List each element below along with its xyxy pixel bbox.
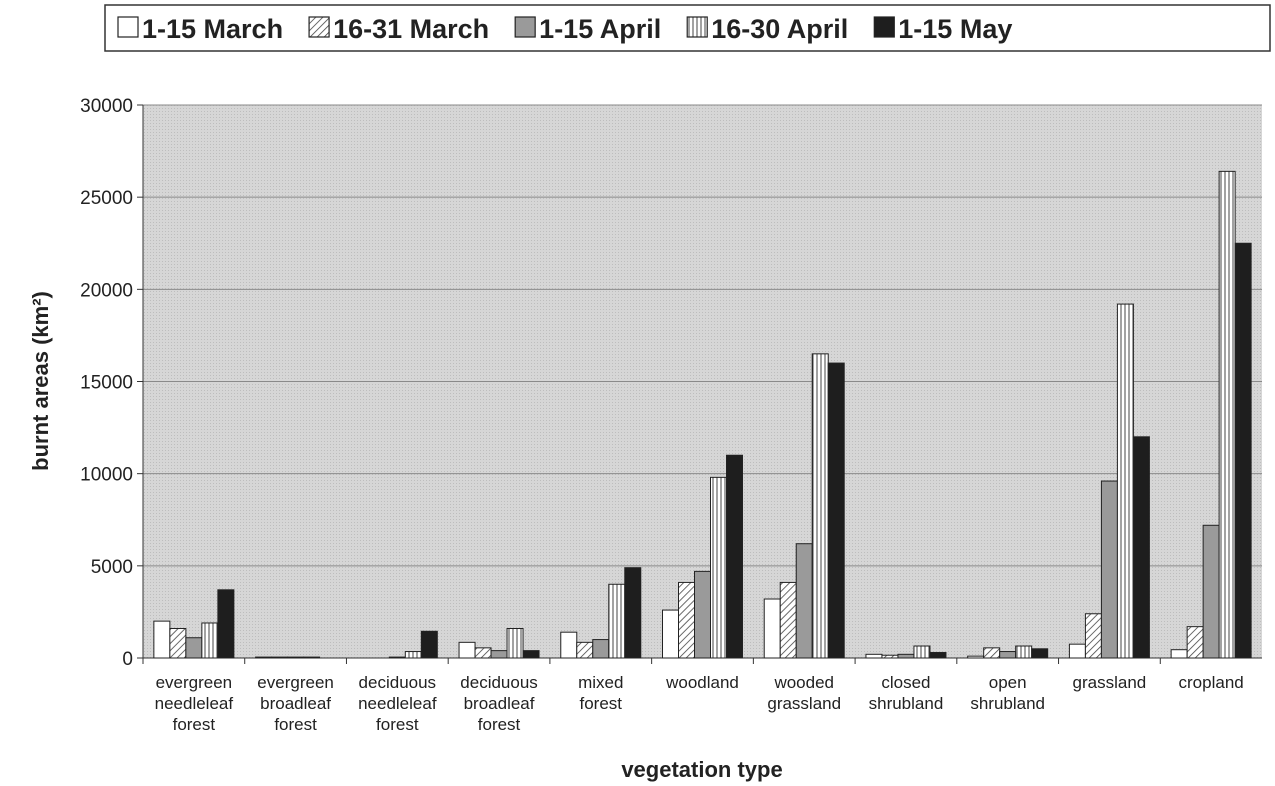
bar — [1234, 242, 1252, 659]
bar — [763, 598, 781, 659]
bar — [592, 639, 610, 659]
legend-swatch — [308, 16, 330, 38]
legend-swatch — [873, 16, 895, 38]
legend-label: 16-31 March — [333, 14, 489, 44]
y-tick-label: 15000 — [80, 373, 133, 394]
bar — [710, 476, 727, 659]
bar — [153, 620, 171, 659]
legend-label: 1-15 March — [142, 14, 283, 44]
bar — [287, 656, 305, 659]
bar — [1068, 643, 1086, 659]
bar — [271, 656, 289, 659]
x-tick-label: closed shrubland — [869, 673, 944, 713]
legend-swatch — [117, 16, 139, 38]
x-tick-label: deciduous broadleaf forest — [460, 673, 538, 734]
x-tick-label: deciduous needleleaf forest — [358, 673, 437, 734]
bar — [929, 651, 947, 659]
bar — [474, 647, 492, 659]
x-tick-label: woodland — [665, 673, 739, 692]
x-tick-label: cropland — [1179, 673, 1244, 692]
bar — [1015, 645, 1033, 659]
bar — [967, 655, 985, 659]
bar — [811, 353, 829, 659]
bar — [662, 609, 679, 659]
bar — [897, 653, 915, 659]
bar — [881, 654, 899, 659]
bar — [490, 650, 508, 659]
legend-label: 1-15 May — [898, 14, 1012, 44]
bar — [999, 651, 1017, 659]
bar — [1202, 524, 1220, 659]
y-tick-label: 30000 — [80, 96, 133, 117]
bar — [865, 653, 883, 659]
y-tick-label: 5000 — [91, 557, 133, 578]
bar — [624, 567, 642, 659]
legend-swatch — [514, 16, 536, 38]
legend-swatch — [686, 16, 708, 38]
bar — [1031, 648, 1049, 659]
bar — [1170, 649, 1188, 659]
x-tick-label: mixed forest — [578, 673, 623, 713]
bar — [779, 581, 797, 659]
bar — [404, 651, 422, 659]
bar — [255, 656, 273, 659]
bar — [1186, 626, 1204, 659]
bar — [1116, 303, 1134, 659]
bar — [694, 570, 711, 659]
bar — [1132, 436, 1150, 659]
x-tick-label: evergreen broadleaf forest — [257, 673, 334, 734]
bar — [560, 631, 578, 659]
bar — [1084, 613, 1102, 659]
bar — [1100, 480, 1118, 659]
x-tick-label: evergreen needleleaf forest — [155, 673, 234, 734]
bar — [420, 630, 438, 659]
bar — [201, 622, 219, 659]
bar — [983, 647, 1001, 659]
y-tick-label: 10000 — [80, 465, 133, 486]
bar — [303, 656, 321, 659]
bar — [827, 362, 845, 659]
x-tick-label: wooded grassland — [767, 673, 841, 713]
x-tick-label: grassland — [1073, 673, 1147, 692]
y-tick-label: 20000 — [80, 280, 133, 301]
bar — [1218, 170, 1236, 659]
x-axis-title: vegetation type — [621, 757, 782, 782]
y-tick-label: 25000 — [80, 188, 133, 209]
legend-label: 1-15 April — [539, 14, 661, 44]
bar — [506, 628, 524, 659]
bar — [458, 641, 476, 659]
bar — [726, 454, 743, 659]
bar — [388, 656, 406, 659]
bar — [522, 650, 540, 659]
bar — [608, 583, 626, 659]
bar — [913, 645, 931, 659]
bar — [795, 543, 813, 659]
legend-label: 16-30 April — [711, 14, 848, 44]
bar — [169, 628, 187, 659]
bar — [217, 589, 235, 659]
x-tick-label: open shrubland — [970, 673, 1045, 713]
bar — [678, 581, 695, 659]
y-axis-title: burnt areas (km²) — [28, 291, 53, 471]
bar — [576, 641, 594, 659]
y-tick-label: 0 — [122, 649, 133, 670]
bar — [185, 637, 203, 659]
